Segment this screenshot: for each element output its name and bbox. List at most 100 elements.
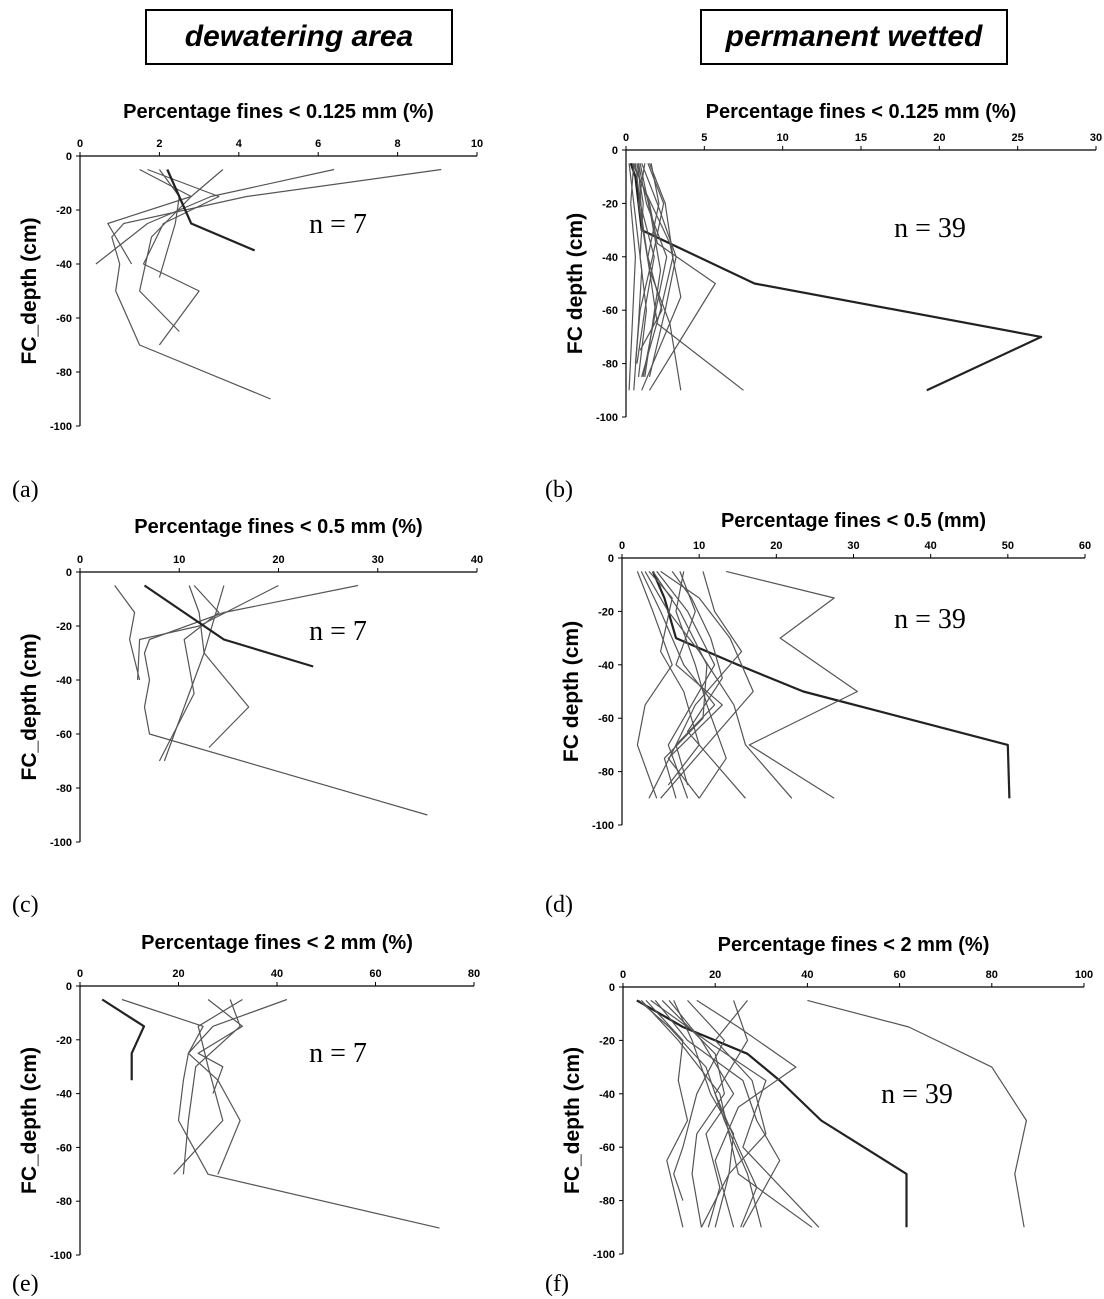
series-line bbox=[108, 170, 191, 265]
y-tick-label: -60 bbox=[56, 313, 72, 325]
y-axis-label: FC_depth (cm) bbox=[18, 218, 41, 365]
y-axis-label: FC_depth (cm) bbox=[561, 1047, 584, 1194]
x-tick-label: 0 bbox=[77, 554, 83, 566]
x-tick-label: 6 bbox=[315, 138, 321, 150]
series-line bbox=[179, 1000, 440, 1229]
x-tick-label: 50 bbox=[1002, 540, 1014, 552]
y-tick-label: -100 bbox=[593, 1249, 615, 1261]
y-tick-label: -40 bbox=[599, 1089, 615, 1101]
x-tick-label: 8 bbox=[395, 138, 401, 150]
series-line bbox=[183, 1000, 240, 1175]
panel-label: (e) bbox=[12, 1271, 39, 1297]
series-line-highlight bbox=[102, 1000, 144, 1081]
sample-count-annotation: n = 7 bbox=[309, 1038, 367, 1069]
y-tick-label: -20 bbox=[599, 1035, 615, 1047]
y-tick-label: 0 bbox=[608, 553, 614, 565]
series-line bbox=[144, 170, 219, 346]
x-tick-label: 40 bbox=[471, 554, 483, 566]
x-tick-label: 10 bbox=[777, 132, 789, 144]
y-axis-label: FC depth (cm) bbox=[564, 213, 587, 354]
y-tick-label: -40 bbox=[56, 675, 72, 687]
sample-count-annotation: n = 39 bbox=[894, 604, 966, 635]
y-tick-label: -20 bbox=[56, 1035, 72, 1047]
x-tick-label: 20 bbox=[770, 540, 782, 552]
x-tick-label: 20 bbox=[933, 132, 945, 144]
sample-count-annotation: n = 7 bbox=[309, 616, 367, 647]
x-tick-label: 20 bbox=[709, 969, 721, 981]
chart-panel: 0 10 20 30 40 0 -20 -40 -60 -80 -100 Percentage fin… bbox=[12, 516, 483, 918]
chart-title: Percentage fines < 0.125 mm (%) bbox=[123, 101, 434, 123]
y-tick-label: -80 bbox=[56, 783, 72, 795]
x-tick-label: 10 bbox=[693, 540, 705, 552]
x-tick-label: 30 bbox=[1090, 132, 1102, 144]
series-line-highlight bbox=[145, 586, 314, 667]
y-tick-label: -80 bbox=[56, 367, 72, 379]
y-tick-label: -100 bbox=[50, 421, 72, 433]
series-line bbox=[662, 1000, 724, 1227]
y-tick-label: -60 bbox=[599, 1142, 615, 1154]
x-tick-label: 60 bbox=[1079, 540, 1091, 552]
series-line bbox=[122, 1000, 240, 1175]
chart-title: Percentage fines < 0.5 (mm) bbox=[721, 510, 986, 532]
y-tick-label: -80 bbox=[602, 359, 618, 371]
y-tick-label: 0 bbox=[66, 567, 72, 579]
x-tick-label: 25 bbox=[1012, 132, 1024, 144]
series-line bbox=[174, 1000, 243, 1175]
panel-label: (a) bbox=[12, 477, 39, 503]
x-tick-label: 40 bbox=[925, 540, 937, 552]
x-tick-label: 40 bbox=[271, 968, 283, 980]
series-line bbox=[159, 586, 219, 762]
x-tick-label: 100 bbox=[1075, 969, 1093, 981]
series-line-highlight bbox=[631, 163, 1041, 390]
chart-title: Percentage fines < 0.125 mm (%) bbox=[706, 101, 1017, 123]
y-tick-label: -60 bbox=[56, 1142, 72, 1154]
chart-panel: 0 2 4 6 8 10 0 -20 -40 -60 -80 -100 Percentage fines… bbox=[12, 101, 483, 503]
x-tick-label: 5 bbox=[701, 132, 707, 144]
sample-count-annotation: n = 39 bbox=[881, 1079, 953, 1110]
series-line bbox=[629, 163, 635, 390]
y-tick-label: -80 bbox=[56, 1196, 72, 1208]
chart-panel: 0 20 40 60 80 0 -20 -40 -60 -80 -100 Percentage fin… bbox=[12, 932, 480, 1297]
x-tick-label: 80 bbox=[986, 969, 998, 981]
chart-title: Percentage fines < 2 mm (%) bbox=[718, 934, 990, 956]
chart-panel: 0 20 40 60 80 100 0 -20 -40 -60 -80 -100 Percentage … bbox=[545, 934, 1093, 1297]
y-tick-label: -20 bbox=[56, 205, 72, 217]
series-line bbox=[115, 586, 140, 681]
series-line bbox=[661, 571, 754, 798]
x-tick-label: 10 bbox=[173, 554, 185, 566]
x-tick-label: 10 bbox=[471, 138, 483, 150]
series-line bbox=[646, 1000, 688, 1227]
y-tick-label: -100 bbox=[596, 412, 618, 424]
x-tick-label: 4 bbox=[236, 138, 243, 150]
chart-title: Percentage fines < 2 mm (%) bbox=[141, 932, 413, 954]
panel-label: (d) bbox=[545, 892, 573, 918]
x-tick-label: 60 bbox=[893, 969, 905, 981]
x-tick-label: 0 bbox=[619, 540, 625, 552]
y-axis-label: FC depth (cm) bbox=[560, 621, 583, 762]
x-tick-label: 0 bbox=[620, 969, 626, 981]
x-tick-label: 15 bbox=[855, 132, 867, 144]
y-tick-label: 0 bbox=[66, 981, 72, 993]
y-tick-label: -100 bbox=[50, 1250, 72, 1262]
series-line bbox=[697, 1000, 796, 1227]
series-line bbox=[634, 163, 716, 390]
y-tick-label: -100 bbox=[50, 837, 72, 849]
x-tick-label: 80 bbox=[468, 968, 480, 980]
y-axis-label: FC_depth (cm) bbox=[18, 634, 41, 781]
y-tick-label: 0 bbox=[609, 982, 615, 994]
y-tick-label: -40 bbox=[56, 259, 72, 271]
y-axis-label: FC_depth (cm) bbox=[18, 1047, 41, 1194]
y-tick-label: 0 bbox=[66, 151, 72, 163]
y-tick-label: -20 bbox=[602, 198, 618, 210]
y-tick-label: -80 bbox=[599, 1196, 615, 1208]
panel-label: (f) bbox=[545, 1271, 569, 1297]
x-tick-label: 30 bbox=[372, 554, 384, 566]
y-tick-label: -40 bbox=[598, 660, 614, 672]
x-tick-label: 60 bbox=[369, 968, 381, 980]
y-tick-label: -60 bbox=[56, 729, 72, 741]
x-tick-label: 20 bbox=[272, 554, 284, 566]
y-tick-label: -60 bbox=[598, 713, 614, 725]
x-tick-label: 20 bbox=[172, 968, 184, 980]
x-tick-label: 0 bbox=[77, 968, 83, 980]
